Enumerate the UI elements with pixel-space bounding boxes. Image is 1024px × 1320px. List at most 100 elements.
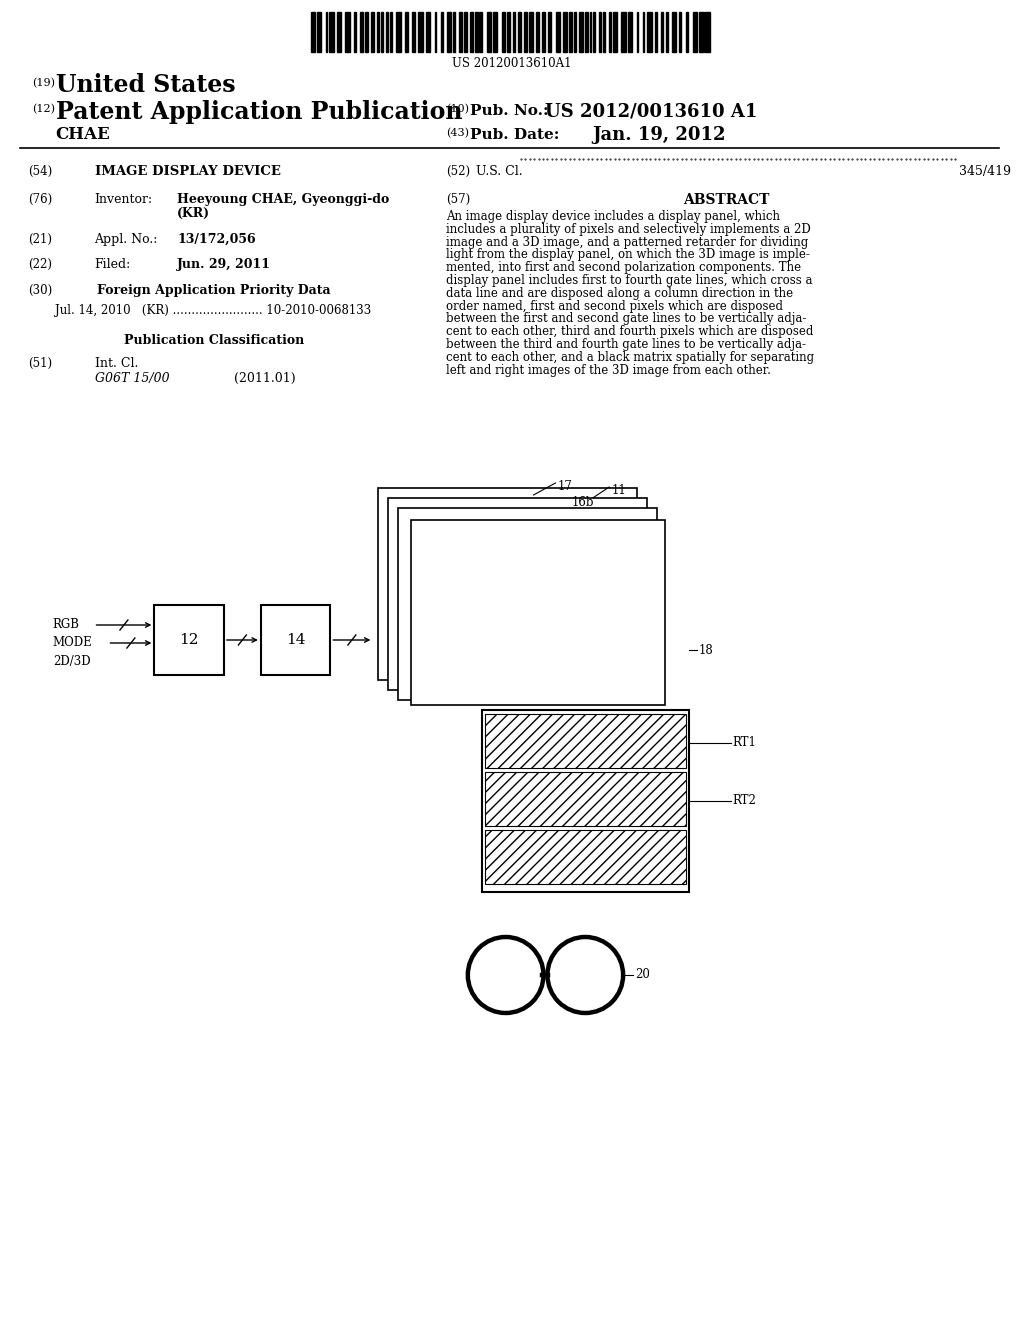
Text: 10: 10 — [589, 508, 604, 521]
Text: Appl. No.:: Appl. No.: — [94, 234, 158, 246]
Text: (76): (76) — [28, 193, 52, 206]
Text: 13/172,056: 13/172,056 — [177, 234, 256, 246]
Text: (54): (54) — [28, 165, 52, 178]
Text: IMAGE DISPLAY DEVICE: IMAGE DISPLAY DEVICE — [94, 165, 281, 178]
Bar — [502, 12, 505, 51]
Bar — [679, 12, 681, 51]
Text: 2D/3D: 2D/3D — [53, 655, 90, 668]
Bar — [484, 714, 686, 768]
Bar — [377, 12, 379, 51]
Text: (52): (52) — [445, 165, 470, 178]
Bar — [579, 12, 583, 51]
Text: United States: United States — [55, 73, 236, 96]
Bar — [486, 12, 492, 51]
Text: (51): (51) — [28, 356, 52, 370]
Bar — [628, 12, 632, 51]
Bar — [569, 12, 572, 51]
Bar — [693, 12, 697, 51]
Text: Filed:: Filed: — [94, 257, 131, 271]
Bar — [672, 12, 677, 51]
Bar — [585, 12, 588, 51]
Bar — [507, 12, 510, 51]
Bar — [360, 12, 364, 51]
Bar — [685, 12, 688, 51]
Text: US 2012/0013610 A1: US 2012/0013610 A1 — [546, 102, 758, 120]
Bar — [366, 12, 369, 51]
Bar — [426, 12, 430, 51]
Text: data line and are disposed along a column direction in the: data line and are disposed along a colum… — [445, 286, 793, 300]
Bar — [388, 498, 647, 690]
Bar — [419, 12, 423, 51]
Bar — [371, 12, 374, 51]
Bar — [537, 12, 540, 51]
Bar — [446, 12, 452, 51]
Text: image and a 3D image, and a patterned retarder for dividing: image and a 3D image, and a patterned re… — [445, 235, 808, 248]
Bar — [622, 12, 626, 51]
Bar — [440, 12, 442, 51]
Bar — [316, 12, 322, 51]
Text: (12): (12) — [32, 104, 55, 115]
Bar — [406, 12, 408, 51]
Text: 12: 12 — [179, 634, 199, 647]
Text: between the first and second gate lines to be vertically adja-: between the first and second gate lines … — [445, 313, 806, 326]
Text: U.S. Cl.: U.S. Cl. — [476, 165, 522, 178]
Bar — [637, 12, 638, 51]
Bar — [386, 12, 388, 51]
Bar — [706, 12, 710, 51]
Bar — [475, 12, 477, 51]
Text: (19): (19) — [32, 78, 55, 88]
Bar — [556, 12, 560, 51]
Bar — [609, 12, 611, 51]
Bar — [479, 12, 482, 51]
Bar — [666, 12, 668, 51]
Bar — [464, 12, 467, 51]
Text: G06T 15/00: G06T 15/00 — [94, 372, 169, 385]
Text: An image display device includes a display panel, which: An image display device includes a displ… — [445, 210, 780, 223]
Text: Pub. Date:: Pub. Date: — [470, 128, 559, 143]
Bar — [310, 12, 315, 51]
Text: US 20120013610A1: US 20120013610A1 — [452, 57, 571, 70]
Text: RT2: RT2 — [732, 795, 757, 808]
Bar — [354, 12, 356, 51]
Text: (43): (43) — [445, 128, 469, 139]
Bar — [612, 12, 617, 51]
Text: 17: 17 — [557, 480, 572, 492]
Bar — [563, 12, 567, 51]
Text: Jan. 19, 2012: Jan. 19, 2012 — [592, 125, 726, 144]
Bar — [484, 830, 686, 884]
Bar — [396, 12, 400, 51]
Text: order named, first and second pixels which are disposed: order named, first and second pixels whi… — [445, 300, 783, 313]
Bar — [543, 12, 546, 51]
Text: Jun. 29, 2011: Jun. 29, 2011 — [177, 257, 271, 271]
Bar — [390, 12, 392, 51]
Bar — [398, 508, 657, 700]
Text: cent to each other, and a black matrix spatially for separating: cent to each other, and a black matrix s… — [445, 351, 814, 364]
Bar — [381, 12, 384, 51]
Text: cent to each other, third and fourth pixels which are disposed: cent to each other, third and fourth pix… — [445, 325, 813, 338]
Text: left and right images of the 3D image from each other.: left and right images of the 3D image fr… — [445, 363, 771, 376]
Bar — [513, 12, 515, 51]
Bar — [529, 12, 534, 51]
Text: 16a: 16a — [633, 536, 655, 549]
Text: Int. Cl.: Int. Cl. — [94, 356, 138, 370]
Text: (2011.01): (2011.01) — [233, 372, 296, 385]
Bar — [411, 520, 665, 705]
Text: includes a plurality of pixels and selectively implements a 2D: includes a plurality of pixels and selec… — [445, 223, 811, 236]
Bar — [460, 12, 462, 51]
Bar — [454, 12, 455, 51]
Bar — [662, 12, 663, 51]
Text: display panel includes first to fourth gate lines, which cross a: display panel includes first to fourth g… — [445, 275, 812, 286]
Bar — [413, 12, 416, 51]
Text: (21): (21) — [28, 234, 52, 246]
Text: RT1: RT1 — [732, 737, 757, 750]
Bar — [337, 12, 341, 51]
Bar — [524, 12, 527, 51]
Text: RGB: RGB — [53, 619, 80, 631]
Bar — [647, 12, 652, 51]
Text: MODE: MODE — [53, 636, 92, 649]
Text: ABSTRACT: ABSTRACT — [683, 193, 770, 207]
Text: 20: 20 — [635, 969, 650, 982]
Text: Heeyoung CHAE, Gyeonggi-do: Heeyoung CHAE, Gyeonggi-do — [177, 193, 389, 206]
Bar — [518, 12, 521, 51]
Bar — [378, 488, 637, 680]
